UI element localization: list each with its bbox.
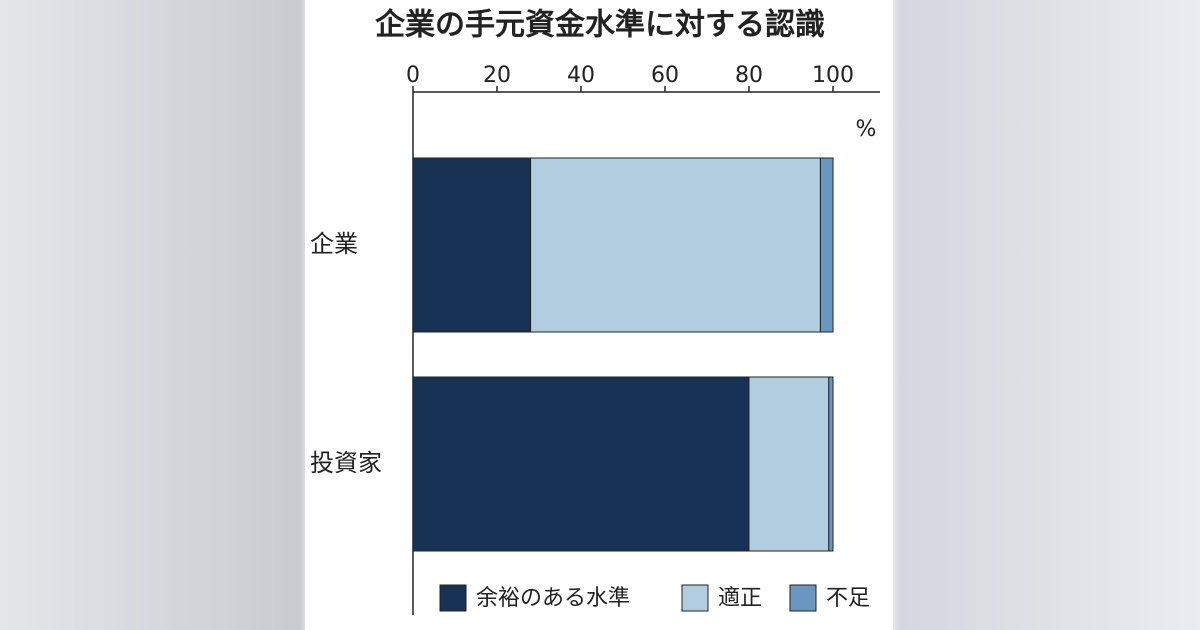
x-tick-label: 0 [406,63,420,88]
legend-label: 適正 [718,586,762,611]
bar-segment [819,157,834,333]
chart-title: 企業の手元資金水準に対する認識 [375,8,825,43]
x-tick-label: 20 [483,63,511,88]
bar-segment [828,376,834,552]
legend-label: 余裕のある水準 [476,586,630,611]
legend-swatch [439,584,467,612]
bar-segment [412,157,532,333]
y-tick-label: 投資家 [310,449,382,477]
x-tick-label: 40 [567,63,595,88]
legend-swatch [681,584,709,612]
bar-segment [748,376,830,552]
x-tick-label: 60 [651,63,679,88]
bar-segment [412,376,750,552]
bar-segment [530,157,821,333]
legend-label: 不足 [826,586,870,611]
x-tick-label: 100 [812,63,854,88]
axis-unit: % [856,117,877,142]
x-tick-label: 80 [735,63,763,88]
legend-swatch [789,584,817,612]
y-tick-label: 企業 [310,230,358,258]
